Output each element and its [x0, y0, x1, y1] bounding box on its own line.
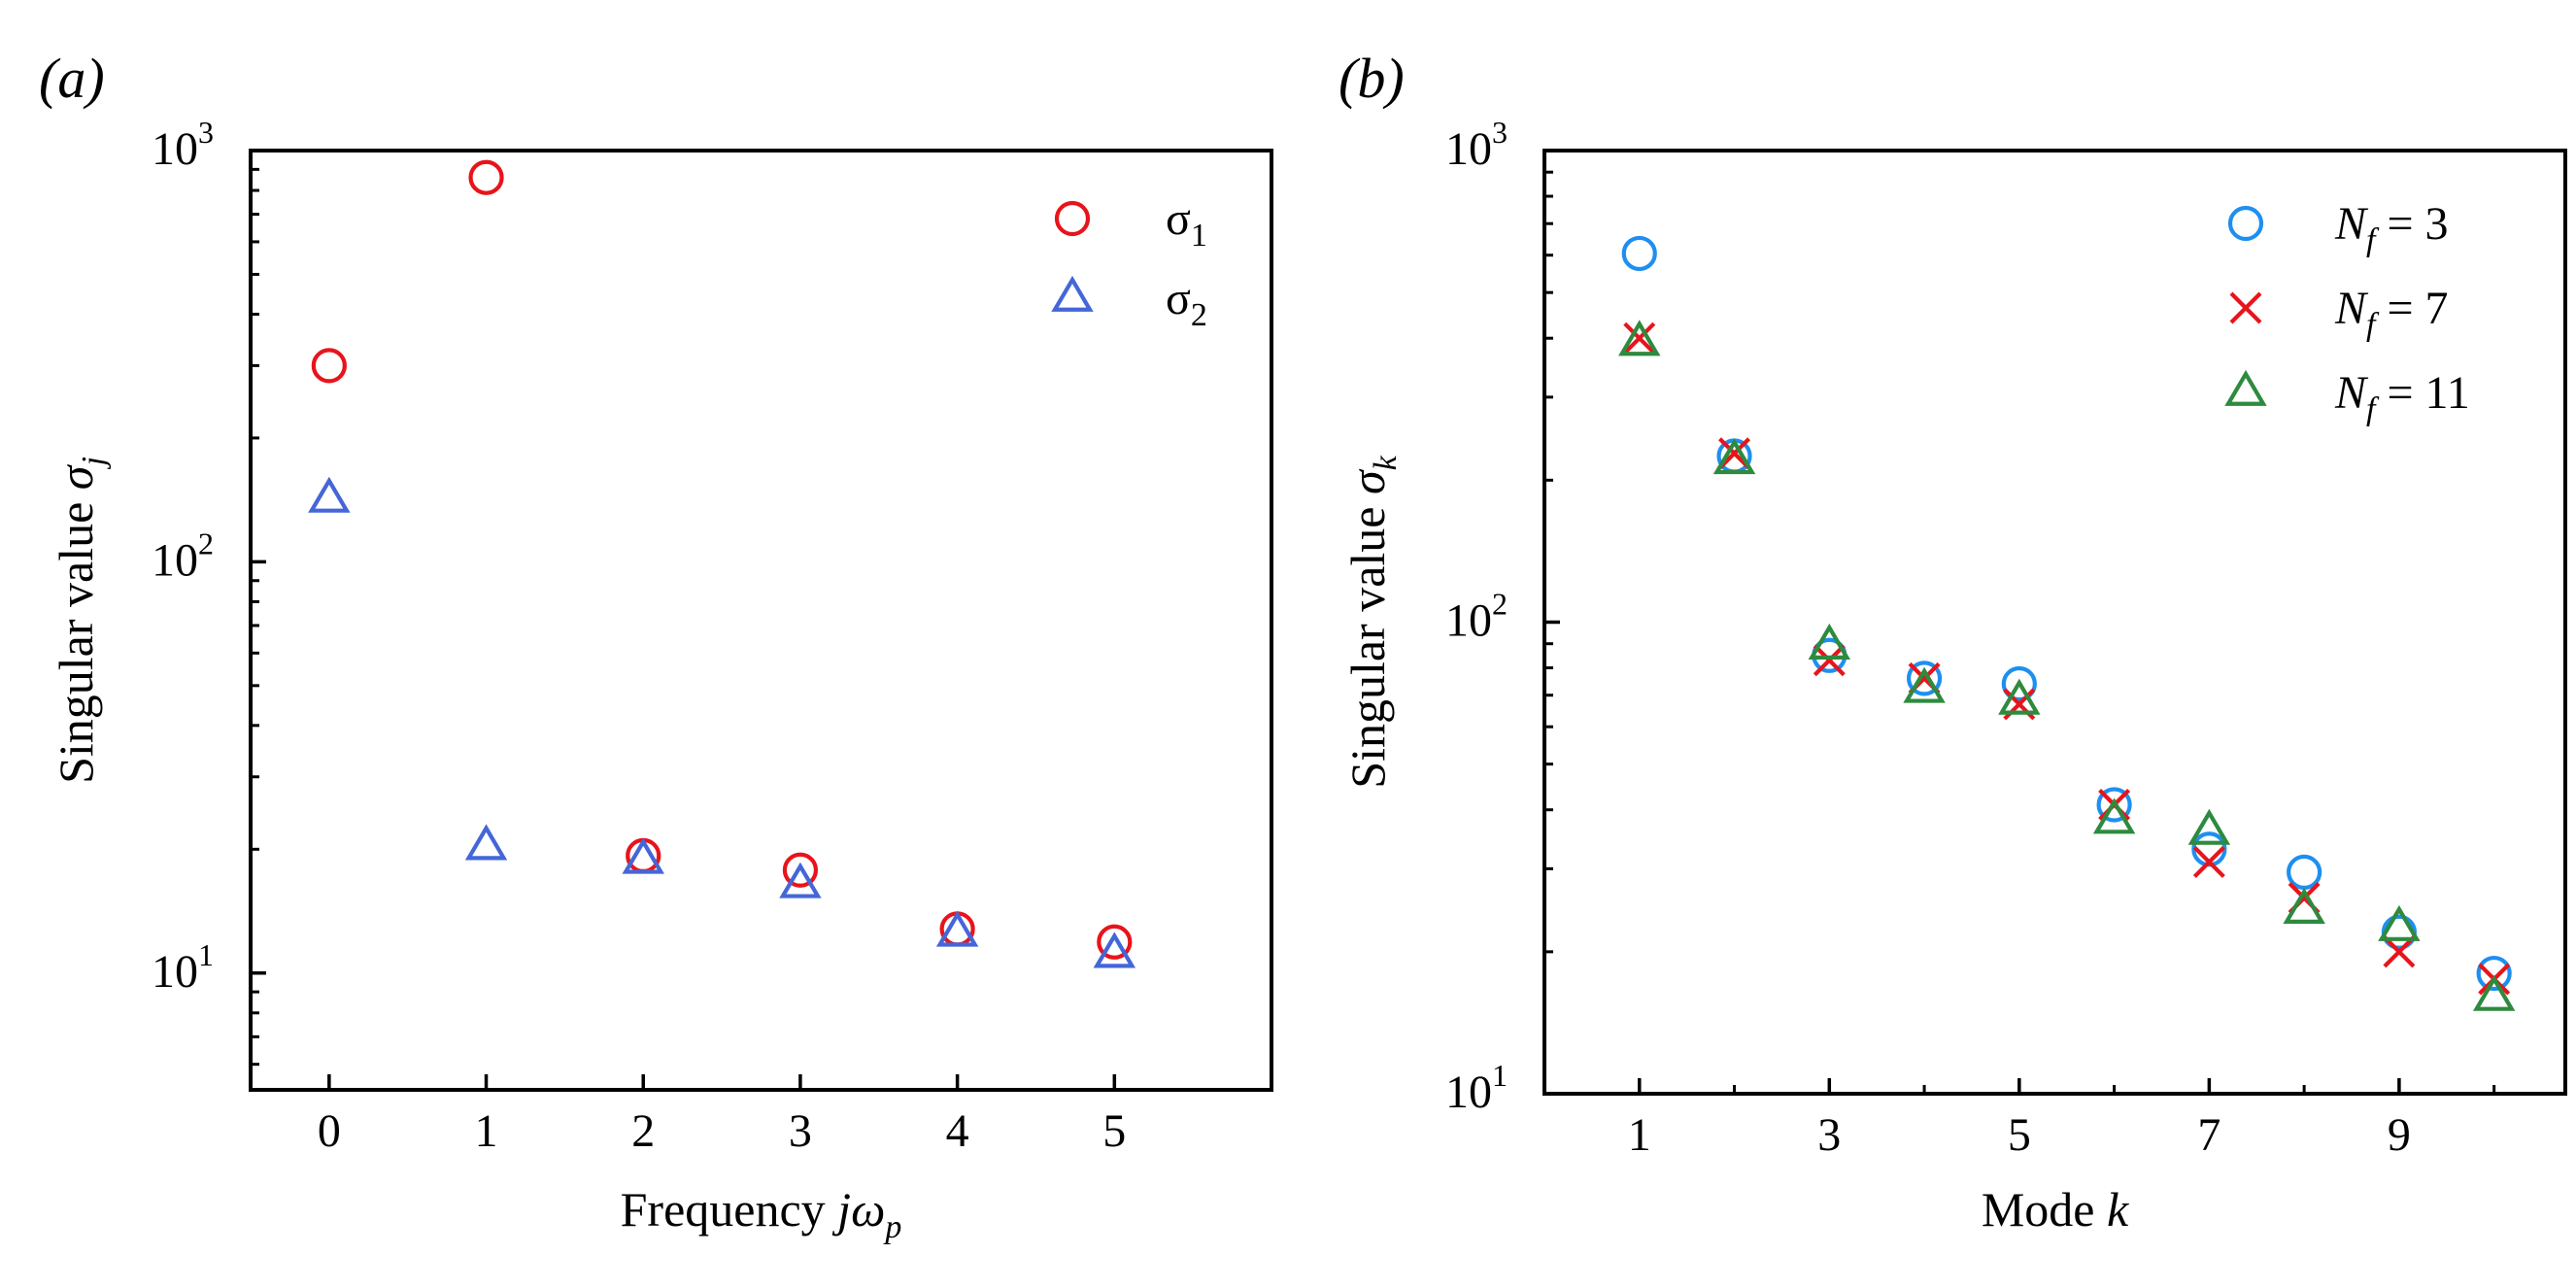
y-tick-label: 103 [152, 115, 214, 175]
data-point-a-s2 [308, 476, 351, 513]
x-tick-label: 3 [789, 1105, 812, 1157]
legend-marker-b-s1 [2227, 205, 2264, 242]
data-point-b-s2 [2383, 935, 2416, 968]
data-point-b-s3 [1712, 438, 1756, 475]
x-tick-label: 1 [1628, 1109, 1651, 1161]
plot-frame [249, 149, 1273, 1092]
data-point-a-s2 [935, 910, 979, 947]
data-point-b-s3 [2378, 904, 2421, 941]
data-point-a-s2 [622, 837, 664, 874]
x-tick-label: 7 [2197, 1109, 2220, 1161]
data-point-b-s3 [2092, 797, 2136, 834]
x-tick-label: 5 [2008, 1109, 2031, 1161]
y-tick-label: 102 [1445, 587, 1508, 647]
x-axis-label-a: Frequency jωp [621, 1182, 902, 1245]
y-tick-label: 103 [1445, 115, 1508, 175]
data-point-b-s1 [2287, 854, 2322, 891]
x-axis-label-b: Mode k [1982, 1182, 2129, 1237]
data-point-b-s1 [1906, 661, 1943, 696]
data-point-a-s2 [1093, 932, 1136, 968]
data-point-a-s2 [464, 824, 508, 861]
data-point-b-s3 [1618, 320, 1661, 356]
data-point-b-s3 [1998, 678, 2041, 715]
x-tick-label: 3 [1817, 1109, 1841, 1161]
data-point-b-s1 [2476, 955, 2512, 992]
legend-label-b-s2: Nf = 7 [2334, 283, 2449, 343]
data-point-b-s3 [1808, 623, 1851, 660]
data-point-b-s2 [1813, 644, 1846, 677]
data-point-b-s2 [1623, 322, 1656, 355]
data-point-a-s2 [779, 862, 822, 898]
data-point-b-s2 [2192, 845, 2225, 878]
plot-frame [1542, 149, 2567, 1096]
panel-label-b: (b) [1339, 47, 1405, 110]
data-point-b-s3 [1903, 666, 1946, 703]
legend-marker-a-s1 [1054, 200, 1091, 237]
data-point-a-s1 [311, 348, 347, 384]
legend-label-a-s2: σ2 [1166, 273, 1207, 333]
data-point-a-s1 [1097, 924, 1133, 960]
legend-label-b-s3: Nf = 11 [2334, 367, 2470, 427]
x-tick-label: 9 [2388, 1109, 2411, 1161]
legend-marker-b-s3 [2224, 369, 2267, 406]
legend-marker-a-s2 [1051, 275, 1094, 312]
data-point-b-s3 [2187, 808, 2231, 845]
x-tick-label: 4 [946, 1105, 969, 1157]
chart-panel-b: (b) 1 3 5 7 9 101 102 103 Mode k Singular value σk… [1339, 47, 2567, 1237]
legend-label-a-s1: σ1 [1166, 193, 1207, 254]
y-axis-label-a: Singular value σj [49, 457, 112, 784]
data-point-b-s3 [2472, 974, 2516, 1011]
y-axis-label-b: Singular value σk [1340, 455, 1404, 788]
panel-label-a: (a) [39, 47, 105, 110]
chart-panel-a: (a) 0 1 2 3 4 5 101 102 103 Frequency jωp Singular … [39, 47, 1273, 1245]
data-point-b-s1 [2096, 787, 2132, 823]
y-tick-label: 101 [152, 937, 214, 998]
legend-marker-b-s2 [2229, 291, 2262, 324]
data-point-b-s1 [2001, 665, 2037, 702]
x-tick-label: 2 [631, 1105, 655, 1157]
y-tick-label: 101 [1445, 1058, 1508, 1118]
x-tick-label: 1 [475, 1105, 498, 1157]
data-point-b-s3 [2283, 887, 2325, 924]
legend-label-b-s1: Nf = 3 [2334, 198, 2449, 258]
y-tick-label: 102 [152, 525, 214, 586]
x-tick-label: 0 [318, 1105, 341, 1157]
x-tick-label: 5 [1102, 1105, 1126, 1157]
data-point-b-s1 [1621, 235, 1657, 272]
data-point-a-s1 [782, 852, 819, 888]
data-point-a-s1 [468, 159, 504, 195]
data-point-b-s2 [1718, 437, 1751, 470]
